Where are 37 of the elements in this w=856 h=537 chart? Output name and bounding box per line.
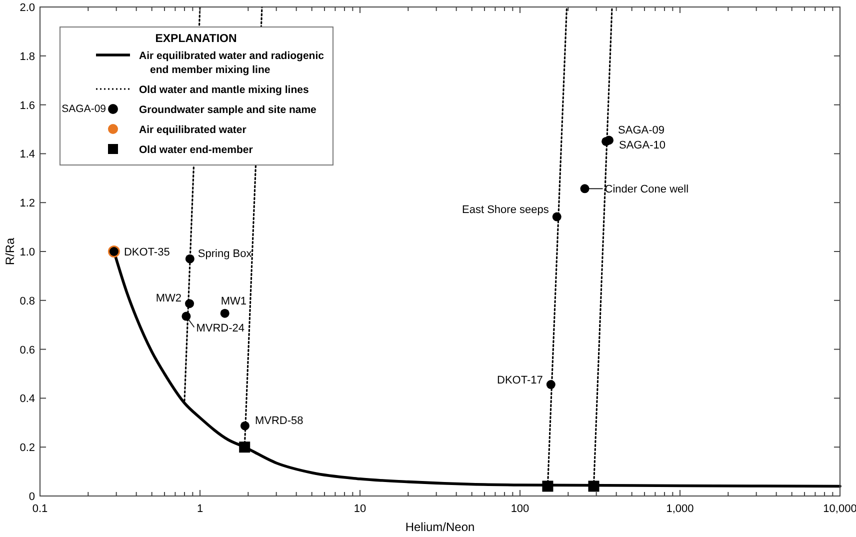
x-tick-label: 1 [196, 503, 204, 515]
annotation: Spring Box [198, 248, 252, 260]
annotation: SAGA-10 [619, 139, 666, 152]
x-tick-label: 1,000 [666, 503, 694, 515]
legend-title: EXPLANATION [155, 33, 237, 45]
y-tick-label: 0 [28, 491, 35, 503]
y-tick-label: 1.4 [20, 148, 35, 161]
y-tick-label: 1.8 [20, 50, 35, 63]
y-axis-title: R/Ra [3, 238, 17, 266]
annotation: SAGA-09 [62, 103, 106, 115]
y-tick-label: 0.8 [20, 295, 35, 308]
x-tick-label: 10,000 [823, 503, 856, 515]
legend-label: Air equilibrated water and radiogenic end member mixing line [139, 50, 324, 76]
y-tick-label: 1.6 [20, 100, 35, 112]
x-tick-label: 0.1 [32, 503, 48, 515]
y-tick-label: 1.2 [20, 198, 35, 210]
legend-label: Groundwater sample and site name [139, 104, 317, 116]
x-tick-label: 10 [354, 503, 366, 515]
annotation: SAGA-09 [618, 124, 665, 136]
annotation: MVRD-24 [196, 322, 245, 334]
y-tick-label: 2.0 [20, 2, 35, 14]
y-tick-label: 1.0 [20, 246, 35, 258]
annotation: East Shore seeps [462, 204, 550, 216]
legend-label: Old water and mantle mixing lines [139, 84, 309, 96]
annotation: DKOT-17 [497, 374, 543, 387]
y-tick-label: 0.6 [20, 344, 35, 356]
x-tick-label: 100 [510, 503, 530, 515]
legend-label: Air equilibrated water [139, 124, 246, 136]
annotation: DKOT-35 [124, 246, 170, 258]
annotation: MW2 [156, 292, 182, 305]
x-axis-title: Helium/Neon [405, 520, 475, 534]
y-tick-label: 0.4 [20, 393, 35, 406]
annotation: Cinder Cone well [604, 184, 689, 196]
annotation: MVRD-58 [254, 414, 304, 427]
y-tick-label: 0.2 [20, 442, 35, 454]
annotation: MW1 [220, 295, 247, 308]
legend-label: Old water end-member [139, 144, 253, 156]
